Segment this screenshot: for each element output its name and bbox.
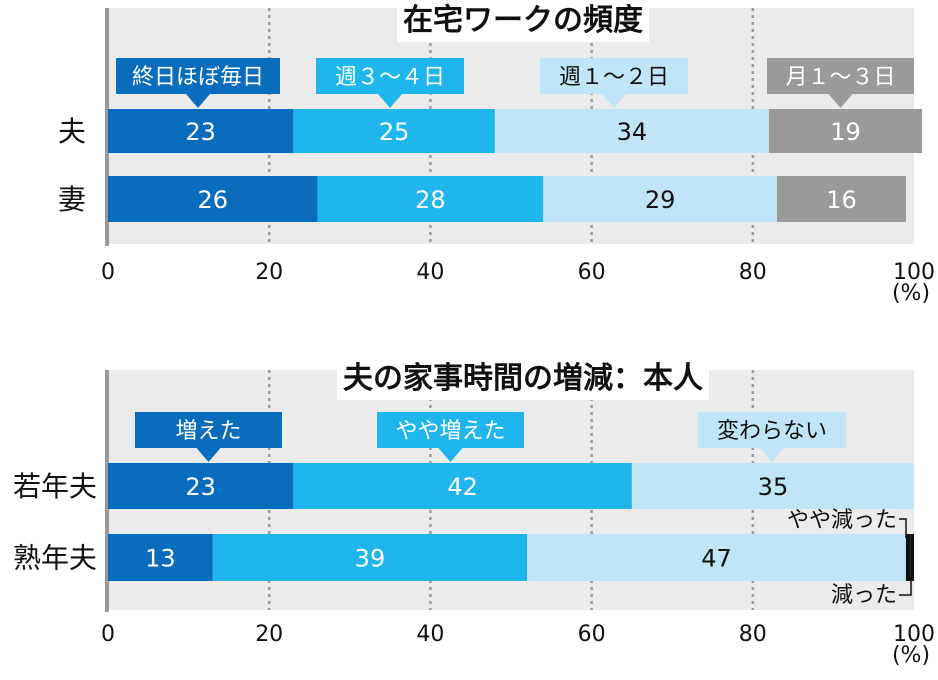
data-label: 28 — [415, 186, 446, 214]
legend-pointer — [186, 94, 210, 108]
callout-label: 減った — [831, 583, 897, 608]
legend-pointer — [828, 94, 853, 108]
data-label: 35 — [758, 473, 789, 501]
chart-title: 在宅ワークの頻度 — [403, 3, 643, 38]
bar-segment — [108, 109, 294, 153]
x-tick-label: 40 — [416, 260, 444, 285]
legend-box — [316, 58, 464, 94]
bar-segment — [527, 534, 906, 581]
x-unit-label: (%) — [892, 643, 930, 668]
x-tick-label: 60 — [578, 622, 606, 647]
chart-title: 夫の家事時間の増減：本人 — [343, 361, 703, 396]
bar-segment — [905, 534, 911, 581]
legend-box — [540, 58, 688, 94]
data-label: 39 — [355, 545, 386, 573]
x-unit-label: (%) — [892, 281, 930, 306]
bar-segment — [293, 463, 632, 509]
bar-segment — [108, 176, 318, 222]
legend-pointer — [602, 94, 626, 108]
legend-pointer — [760, 448, 784, 462]
x-tick-label: 40 — [416, 622, 444, 647]
legend-pointer — [196, 448, 221, 462]
legend-label: 終日ほぼ毎日 — [132, 65, 264, 90]
legend-pointer — [378, 94, 402, 108]
bar-segment — [108, 463, 294, 509]
bar-segment — [910, 534, 914, 581]
category-label: 熟年夫 — [13, 542, 97, 575]
x-tick-label: 20 — [255, 622, 283, 647]
legend-pointer — [438, 448, 463, 462]
callout-leader — [899, 518, 907, 538]
legend-label: 月１～３日 — [785, 65, 895, 90]
data-label: 13 — [145, 545, 176, 573]
data-label: 34 — [617, 118, 648, 146]
legend-label: 増えた — [175, 419, 241, 444]
legend-label: 変わらない — [717, 419, 827, 444]
bar-segment — [494, 109, 769, 153]
data-label: 23 — [185, 473, 216, 501]
title-backing — [337, 358, 709, 400]
data-label: 16 — [826, 186, 857, 214]
data-label: 29 — [645, 186, 676, 214]
bar-segment — [631, 463, 914, 509]
bar-segment — [768, 109, 923, 153]
x-tick-label: 0 — [101, 260, 115, 285]
data-label: 23 — [185, 118, 216, 146]
x-tick-label: 100 — [893, 260, 935, 285]
legend-box — [767, 58, 914, 94]
x-tick-label: 80 — [739, 260, 767, 285]
legend-label: 週３～４日 — [335, 65, 445, 90]
legend-label: 週１～２日 — [559, 65, 669, 90]
data-label: 19 — [830, 118, 861, 146]
bar-segment — [776, 176, 906, 222]
bar-segment — [108, 534, 213, 581]
legend-box — [698, 412, 846, 448]
x-tick-label: 80 — [739, 622, 767, 647]
category-label: 夫 — [58, 115, 86, 148]
bar-segment — [543, 176, 777, 222]
legend-box — [116, 58, 280, 94]
x-tick-label: 100 — [893, 622, 935, 647]
legend-box — [135, 412, 282, 448]
bar-segment — [293, 109, 495, 153]
x-tick-label: 60 — [578, 260, 606, 285]
legend-label: やや増えた — [395, 419, 505, 444]
bar-segment — [212, 534, 528, 581]
category-label: 妻 — [58, 183, 86, 216]
legend-box — [377, 412, 524, 448]
category-label: 若年夫 — [13, 470, 97, 503]
callout-label: やや減った — [787, 508, 897, 533]
x-tick-label: 0 — [101, 622, 115, 647]
bar-segment — [317, 176, 544, 222]
data-label: 26 — [198, 186, 229, 214]
x-tick-label: 20 — [255, 260, 283, 285]
data-label: 47 — [701, 545, 732, 573]
callout-leader — [899, 577, 912, 596]
title-backing — [397, 0, 649, 42]
data-label: 25 — [379, 118, 410, 146]
data-label: 42 — [447, 473, 478, 501]
